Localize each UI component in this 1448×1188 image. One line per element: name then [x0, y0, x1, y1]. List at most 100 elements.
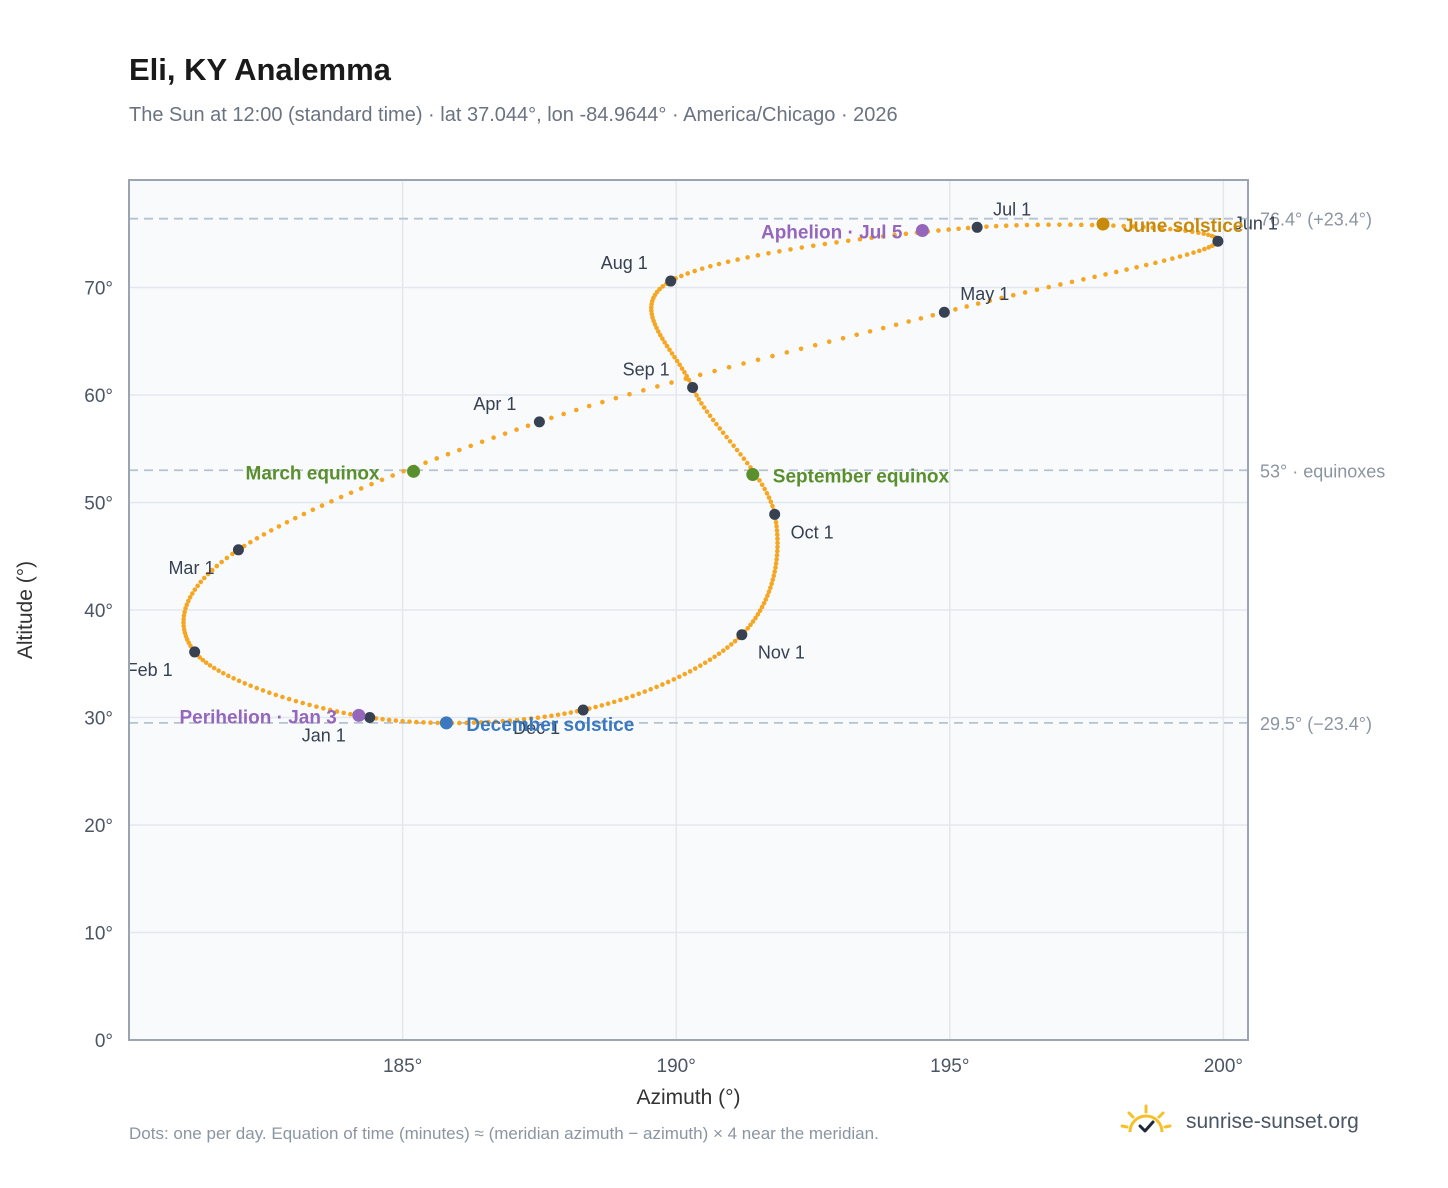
- day-dot: [613, 395, 619, 401]
- day-dot: [549, 713, 554, 719]
- day-dot: [702, 660, 708, 666]
- day-dot: [561, 411, 566, 417]
- month-marker: [736, 629, 748, 641]
- day-dot: [636, 691, 642, 697]
- day-dot: [1058, 282, 1063, 287]
- day-dot: [624, 695, 629, 701]
- day-dot: [502, 431, 508, 436]
- day-dot: [1081, 277, 1086, 282]
- month-marker: [1212, 235, 1224, 247]
- day-dot: [1069, 279, 1075, 285]
- day-dot: [999, 295, 1004, 301]
- day-dot: [348, 490, 354, 496]
- y-tick-label: 10°: [84, 924, 113, 945]
- event-marker: [915, 224, 929, 238]
- day-dot: [664, 343, 670, 349]
- day-dot: [761, 600, 767, 606]
- month-label: Apr 1: [473, 394, 516, 414]
- day-dot: [738, 452, 743, 457]
- day-dot: [773, 561, 779, 566]
- event-marker: [352, 708, 366, 722]
- day-dot: [605, 701, 611, 706]
- day-dot: [586, 403, 592, 409]
- day-dot: [716, 261, 722, 267]
- month-marker: [533, 416, 545, 428]
- day-dot: [1103, 272, 1108, 277]
- day-dot: [314, 704, 319, 709]
- day-dot: [181, 616, 186, 622]
- day-dot: [525, 423, 531, 429]
- day-dot: [1003, 223, 1009, 228]
- day-dot: [662, 340, 667, 345]
- month-label: Dec 1: [513, 718, 560, 738]
- day-dot: [699, 266, 705, 271]
- day-dot: [759, 482, 765, 488]
- day-dot: [1089, 222, 1095, 228]
- day-dot: [273, 692, 279, 698]
- day-dot: [714, 421, 719, 427]
- day-dot: [1046, 284, 1052, 290]
- day-dot: [471, 720, 477, 725]
- day-dot: [687, 669, 693, 674]
- day-dot: [755, 357, 761, 363]
- day-dot: [770, 353, 775, 359]
- day-dot: [1201, 231, 1207, 237]
- day-dot: [965, 225, 971, 231]
- day-dot: [1079, 222, 1084, 228]
- day-dot: [192, 587, 198, 592]
- day-dot: [183, 606, 188, 611]
- day-dot: [1170, 256, 1175, 261]
- day-dot: [775, 540, 780, 546]
- month-label: Feb 1: [127, 660, 173, 680]
- day-dot: [1184, 252, 1190, 257]
- day-dot: [766, 589, 772, 594]
- day-dot: [984, 224, 989, 229]
- day-dot: [226, 673, 231, 679]
- day-dot: [242, 681, 248, 686]
- day-dot: [1206, 245, 1212, 250]
- event-marker: [1096, 217, 1110, 231]
- month-label: Mar 1: [168, 558, 214, 578]
- day-dot: [757, 608, 763, 614]
- day-dot: [854, 332, 859, 338]
- day-dot: [903, 231, 909, 237]
- day-dot: [734, 447, 740, 453]
- day-dot: [648, 686, 654, 692]
- day-dot: [182, 609, 187, 615]
- day-dot: [930, 312, 936, 318]
- day-dot: [236, 678, 242, 684]
- day-dot: [1111, 223, 1116, 228]
- day-dot: [186, 598, 191, 604]
- day-dot: [407, 719, 412, 724]
- day-dot: [491, 435, 496, 440]
- month-marker: [971, 221, 983, 233]
- day-dot: [686, 377, 692, 383]
- day-dot: [765, 593, 770, 598]
- day-dot: [214, 563, 220, 569]
- day-dot: [1177, 254, 1183, 259]
- month-label: Oct 1: [791, 522, 834, 542]
- day-dot: [203, 660, 209, 666]
- day-dot: [1153, 260, 1158, 266]
- footnote: Dots: one per day. Equation of time (min…: [129, 1124, 879, 1143]
- day-dot: [195, 583, 200, 589]
- day-dot: [358, 486, 364, 491]
- chart-subtitle: The Sun at 12:00 (standard time) · lat 3…: [129, 104, 898, 126]
- day-dot: [221, 670, 226, 676]
- day-dot: [775, 548, 780, 554]
- day-dot: [535, 715, 541, 721]
- event-label: September equinox: [773, 467, 950, 488]
- day-dot: [732, 638, 738, 644]
- day-dot: [748, 622, 753, 628]
- day-dot: [630, 693, 635, 699]
- day-dot: [655, 384, 660, 389]
- day-dot: [869, 235, 874, 241]
- day-dot: [293, 698, 299, 704]
- day-dot: [1121, 223, 1127, 229]
- month-marker: [232, 544, 244, 556]
- day-dot: [1092, 274, 1097, 280]
- day-dot: [1159, 226, 1165, 231]
- day-dot: [660, 284, 666, 289]
- day-dot: [231, 676, 236, 681]
- day-dot: [329, 499, 334, 504]
